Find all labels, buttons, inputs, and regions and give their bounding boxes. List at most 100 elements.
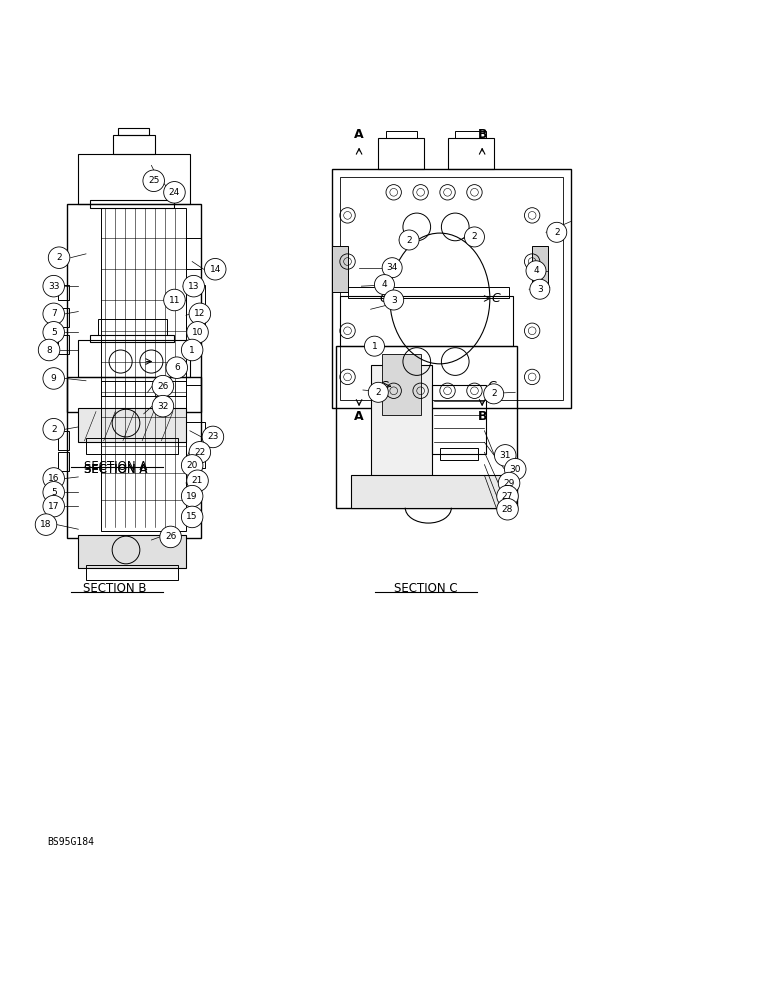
Text: 2: 2 [554, 228, 560, 237]
Bar [78, 408, 186, 442]
Circle shape [164, 182, 185, 203]
Circle shape [39, 339, 60, 361]
Circle shape [152, 395, 174, 417]
Circle shape [181, 485, 203, 507]
Bar [97, 319, 167, 335]
Text: 11: 11 [169, 296, 180, 305]
Bar [340, 177, 563, 400]
Text: 27: 27 [502, 492, 513, 501]
Circle shape [183, 275, 205, 297]
Circle shape [181, 455, 203, 476]
Text: 25: 25 [148, 176, 159, 185]
Circle shape [496, 485, 518, 507]
Bar [378, 138, 425, 169]
Text: B: B [477, 128, 487, 141]
Circle shape [181, 506, 203, 528]
Bar [382, 354, 421, 415]
Bar [58, 308, 69, 327]
Bar [66, 377, 201, 538]
Text: 2: 2 [491, 389, 496, 398]
Bar [78, 340, 190, 377]
Text: 5: 5 [51, 328, 56, 337]
Text: 30: 30 [510, 465, 521, 474]
Circle shape [49, 247, 69, 268]
Circle shape [143, 170, 164, 192]
Text: 1: 1 [189, 346, 195, 355]
Circle shape [374, 275, 394, 295]
Bar [386, 131, 417, 138]
Text: 18: 18 [40, 520, 52, 529]
Text: 22: 22 [195, 448, 205, 457]
Circle shape [189, 442, 211, 463]
Text: 7: 7 [51, 309, 56, 318]
Text: C: C [379, 292, 388, 305]
Circle shape [43, 368, 65, 389]
Circle shape [187, 322, 208, 343]
Circle shape [43, 303, 65, 325]
Circle shape [364, 336, 384, 356]
Bar [86, 438, 178, 454]
Text: 9: 9 [51, 374, 56, 383]
Text: 14: 14 [209, 265, 221, 274]
Bar [186, 422, 205, 468]
Circle shape [43, 418, 65, 440]
Text: 12: 12 [195, 309, 205, 318]
Circle shape [484, 384, 503, 404]
Bar [101, 208, 186, 396]
Text: 2: 2 [375, 388, 381, 397]
Text: 21: 21 [192, 476, 203, 485]
Circle shape [384, 290, 404, 310]
Text: 2: 2 [472, 232, 477, 241]
Text: A: A [354, 128, 364, 141]
Circle shape [181, 339, 203, 361]
Text: 17: 17 [48, 502, 59, 511]
Text: 2: 2 [56, 253, 62, 262]
Circle shape [189, 303, 211, 325]
Circle shape [43, 275, 65, 297]
Bar [58, 431, 69, 450]
Bar [90, 335, 174, 342]
Circle shape [160, 526, 181, 548]
Text: SECTION A: SECTION A [83, 463, 147, 476]
Bar [186, 385, 201, 412]
Circle shape [526, 261, 546, 281]
Text: 26: 26 [157, 382, 168, 391]
Text: SECTION C: SECTION C [394, 582, 458, 595]
Bar [186, 238, 201, 269]
Bar [66, 204, 201, 412]
Text: 13: 13 [188, 282, 199, 291]
Circle shape [43, 495, 65, 517]
Text: 31: 31 [499, 451, 511, 460]
Circle shape [498, 472, 520, 494]
Text: 3: 3 [391, 296, 397, 305]
Text: B: B [477, 410, 487, 423]
Circle shape [368, 382, 388, 402]
Circle shape [494, 445, 516, 466]
Circle shape [152, 375, 174, 397]
Text: 2: 2 [51, 425, 56, 434]
Text: 10: 10 [191, 328, 203, 337]
Text: 15: 15 [186, 512, 198, 521]
Bar [455, 131, 486, 138]
Bar [432, 385, 486, 454]
Text: 8: 8 [46, 346, 52, 355]
Bar [113, 135, 155, 154]
Bar [532, 246, 547, 292]
Circle shape [399, 230, 419, 250]
Circle shape [530, 279, 550, 299]
Bar [378, 477, 425, 492]
Bar [58, 335, 69, 354]
Circle shape [43, 322, 65, 343]
Text: BS95G184: BS95G184 [48, 837, 94, 847]
Circle shape [382, 258, 402, 278]
Bar [347, 287, 509, 298]
Bar [186, 285, 205, 331]
Text: 20: 20 [187, 461, 198, 470]
Text: C: C [379, 380, 388, 393]
Circle shape [205, 258, 226, 280]
Text: 6: 6 [174, 363, 180, 372]
Bar [332, 246, 347, 292]
Bar [371, 365, 432, 485]
Bar [86, 565, 178, 580]
Text: 32: 32 [157, 402, 168, 411]
